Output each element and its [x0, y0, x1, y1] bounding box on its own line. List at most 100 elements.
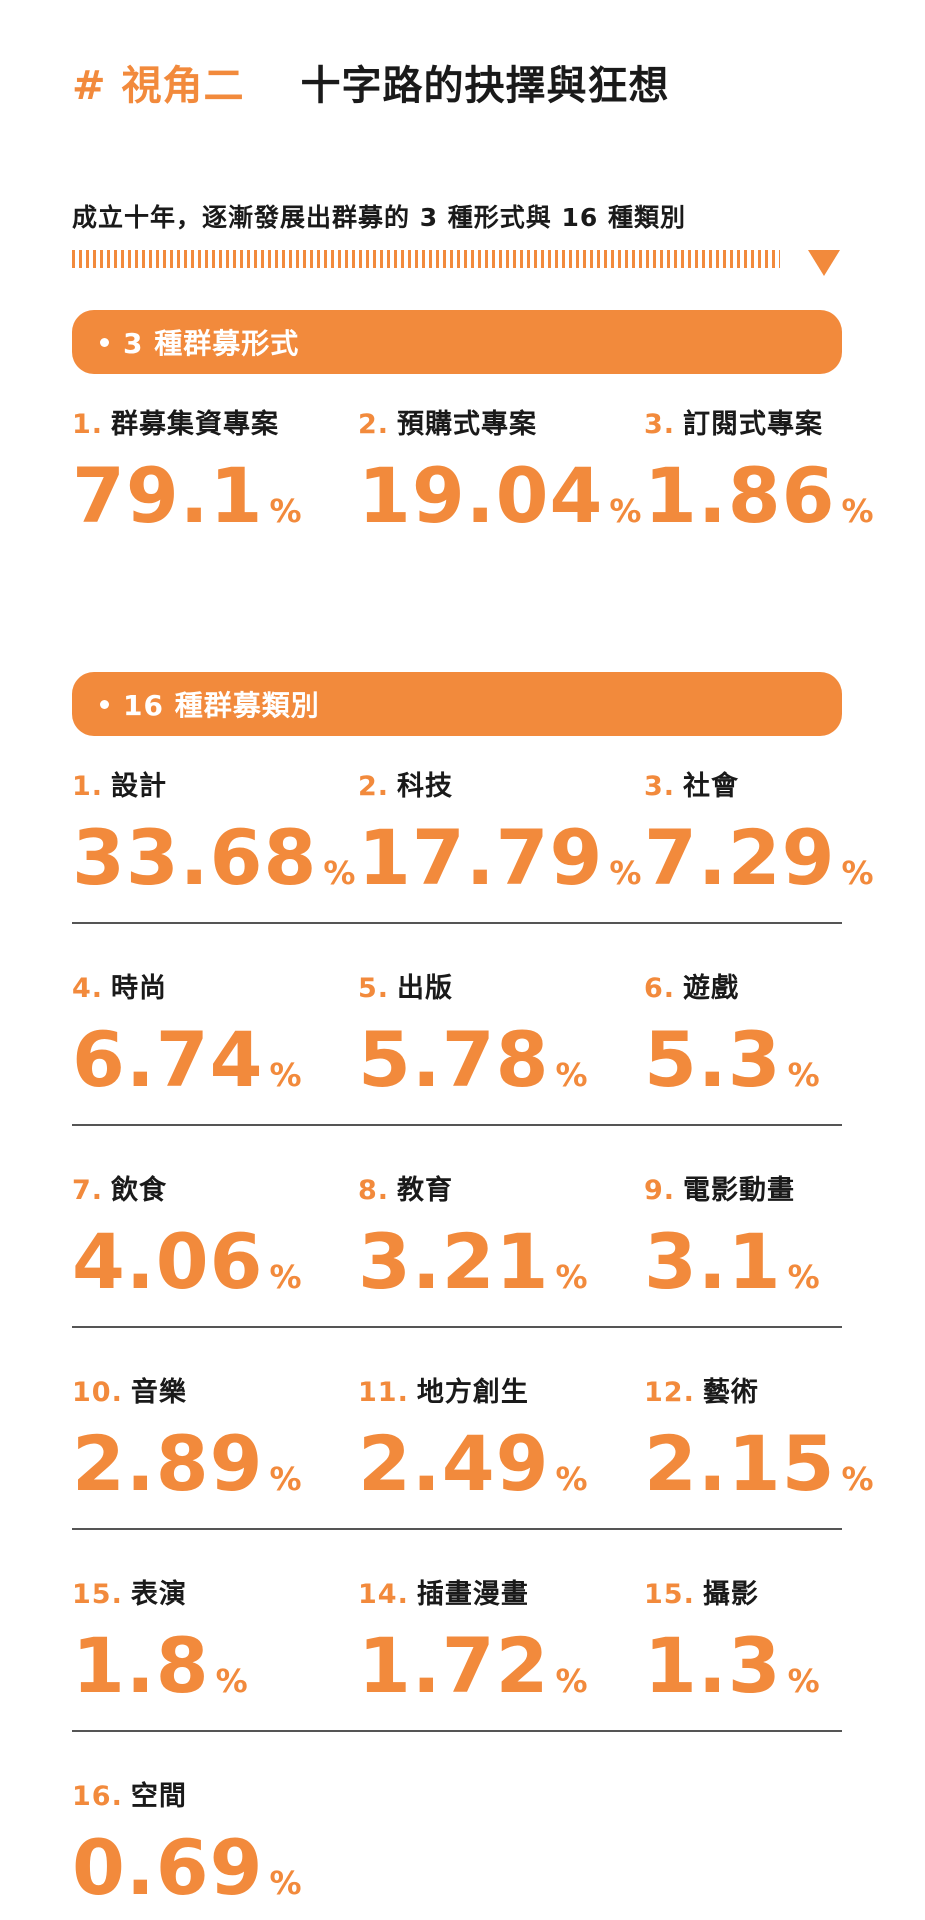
category-item: 1. 設計 33.68%: [72, 764, 356, 902]
category-item-value: 17.79: [358, 813, 604, 902]
percent-unit: %: [555, 1258, 588, 1296]
form-item-label: 預購式專案: [397, 409, 538, 440]
category-item-label: 地方創生: [416, 1377, 529, 1408]
page-title: 十字路的抉擇與狂想: [300, 63, 670, 109]
category-item-value: 6.74: [72, 1015, 264, 1104]
category-item-number: 5.: [358, 973, 390, 1004]
percent-unit: %: [787, 1258, 820, 1296]
category-item-label: 電影動畫: [683, 1175, 796, 1206]
percent-unit: %: [269, 1864, 302, 1902]
form-item-label: 群募集資專案: [111, 409, 280, 440]
percent-unit: %: [269, 492, 302, 530]
category-item-value: 7.29: [644, 813, 836, 902]
category-item-label: 設計: [111, 771, 168, 802]
category-item-value: 2.49: [358, 1419, 550, 1508]
category-item-label: 音樂: [130, 1377, 187, 1408]
category-item-number: 1.: [72, 771, 104, 802]
category-item: 9. 電影動畫 3.1%: [644, 1168, 924, 1306]
percent-unit: %: [269, 1056, 302, 1094]
percent-unit: %: [841, 854, 874, 892]
page-header: # 視角二 十字路的抉擇與狂想: [72, 52, 669, 112]
category-item: 12. 藝術 2.15%: [644, 1370, 924, 1508]
category-item-number: 9.: [644, 1175, 676, 1206]
category-item-value: 2.15: [644, 1419, 836, 1508]
category-item-value: 4.06: [72, 1217, 264, 1306]
categories-section-label: 16 種群募類別: [123, 689, 320, 722]
category-item-label: 空間: [130, 1781, 187, 1812]
percent-unit: %: [841, 1460, 874, 1498]
section-tag: # 視角二: [72, 63, 245, 109]
percent-unit: %: [841, 492, 874, 530]
category-item-label: 表演: [130, 1579, 187, 1610]
category-item-number: 6.: [644, 973, 676, 1004]
categories-section-header: 16 種群募類別: [72, 672, 842, 736]
category-item-number: 8.: [358, 1175, 390, 1206]
category-item-value: 5.3: [644, 1015, 782, 1104]
category-item: 6. 遊戲 5.3%: [644, 966, 924, 1104]
category-item: 11. 地方創生 2.49%: [358, 1370, 638, 1508]
percent-unit: %: [555, 1056, 588, 1094]
percent-unit: %: [269, 1258, 302, 1296]
category-item-label: 攝影: [702, 1579, 759, 1610]
bullet-icon: [100, 699, 109, 709]
forms-section-label: 3 種群募形式: [123, 327, 300, 360]
bullet-icon: [100, 337, 109, 347]
category-item-label: 時尚: [111, 973, 168, 1004]
form-item: 3. 訂閱式專案 1.86%: [644, 402, 924, 540]
category-item-number: 11.: [358, 1377, 409, 1408]
category-item-value: 1.8: [72, 1621, 210, 1710]
category-item: 5. 出版 5.78%: [358, 966, 638, 1104]
category-item-value: 0.69: [72, 1823, 264, 1912]
category-item-value: 1.3: [644, 1621, 782, 1710]
category-item: 15. 攝影 1.3%: [644, 1572, 924, 1710]
category-item-label: 插畫漫畫: [416, 1579, 529, 1610]
category-item-label: 藝術: [702, 1377, 759, 1408]
percent-unit: %: [323, 854, 356, 892]
category-item-label: 遊戲: [683, 973, 740, 1004]
triangle-down-icon: [808, 250, 840, 276]
percent-unit: %: [787, 1662, 820, 1700]
percent-unit: %: [555, 1460, 588, 1498]
category-item-value: 33.68: [72, 813, 318, 902]
category-item: 3. 社會 7.29%: [644, 764, 924, 902]
form-item-label: 訂閱式專案: [683, 409, 824, 440]
percent-unit: %: [215, 1662, 248, 1700]
category-item-number: 7.: [72, 1175, 104, 1206]
category-item-number: 12.: [644, 1377, 695, 1408]
dashed-rule: [72, 250, 780, 268]
category-item-value: 3.21: [358, 1217, 550, 1306]
category-item: 14. 插畫漫畫 1.72%: [358, 1572, 638, 1710]
form-item: 2. 預購式專案 19.04%: [358, 402, 642, 540]
category-item-number: 3.: [644, 771, 676, 802]
category-item-label: 飲食: [111, 1175, 168, 1206]
forms-section-header: 3 種群募形式: [72, 310, 842, 374]
form-item: 1. 群募集資專案 79.1%: [72, 402, 352, 540]
form-item-number: 1.: [72, 409, 104, 440]
row-divider: [72, 1528, 842, 1530]
row-divider: [72, 1730, 842, 1732]
percent-unit: %: [787, 1056, 820, 1094]
category-item-value: 3.1: [644, 1217, 782, 1306]
category-item-value: 5.78: [358, 1015, 550, 1104]
form-item-number: 3.: [644, 409, 676, 440]
category-item-number: 14.: [358, 1579, 409, 1610]
percent-unit: %: [269, 1460, 302, 1498]
row-divider: [72, 922, 842, 924]
form-item-value: 19.04: [358, 451, 604, 540]
category-item-value: 1.72: [358, 1621, 550, 1710]
category-item-value: 2.89: [72, 1419, 264, 1508]
category-item-label: 科技: [397, 771, 454, 802]
percent-unit: %: [609, 492, 642, 530]
category-item-number: 2.: [358, 771, 390, 802]
category-item: 16. 空間 0.69%: [72, 1774, 352, 1912]
category-item: 10. 音樂 2.89%: [72, 1370, 352, 1508]
form-item-number: 2.: [358, 409, 390, 440]
category-item-label: 教育: [397, 1175, 454, 1206]
category-item: 8. 教育 3.21%: [358, 1168, 638, 1306]
form-item-value: 79.1: [72, 451, 264, 540]
category-item: 2. 科技 17.79%: [358, 764, 642, 902]
category-item-label: 社會: [683, 771, 740, 802]
row-divider: [72, 1326, 842, 1328]
category-item-number: 10.: [72, 1377, 123, 1408]
percent-unit: %: [609, 854, 642, 892]
